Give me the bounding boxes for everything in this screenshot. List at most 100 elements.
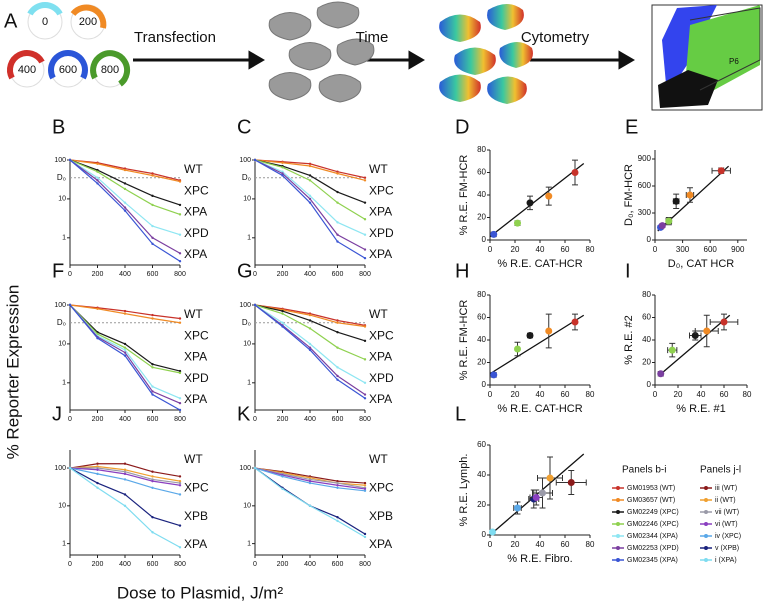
curve-label: XPC <box>369 328 394 342</box>
curve-label: XPA <box>369 537 392 551</box>
point <box>336 240 339 243</box>
dose-label: 800 <box>101 64 119 76</box>
point <box>151 385 154 388</box>
x-tick-label: 600 <box>147 271 159 278</box>
point <box>281 475 284 478</box>
point <box>123 351 127 354</box>
x-axis-label: D₀, CAT HCR <box>668 258 735 270</box>
point <box>336 321 339 324</box>
y-tick-label: 600 <box>638 181 652 190</box>
curve-label: WT <box>369 162 388 176</box>
curve-label: XPD <box>369 371 394 385</box>
y-tick-label: 1 <box>62 540 66 547</box>
point <box>178 371 182 375</box>
point <box>571 169 579 176</box>
x-tick-label: 900 <box>731 245 745 254</box>
point <box>668 346 676 354</box>
point <box>178 493 182 496</box>
point <box>308 164 312 168</box>
point <box>336 330 339 334</box>
y-tick-label: 100 <box>239 465 251 472</box>
point <box>123 504 127 508</box>
point <box>253 466 257 470</box>
point <box>253 158 257 162</box>
x-axis-label: % R.E. CAT-HCR <box>497 258 582 270</box>
y-tick-label: 1 <box>62 380 66 387</box>
point <box>363 381 367 385</box>
point <box>363 535 367 539</box>
point <box>151 363 154 366</box>
y-tick-label: 20 <box>477 500 486 509</box>
panel-letter: G <box>237 260 253 282</box>
point <box>96 462 99 465</box>
point <box>308 479 312 483</box>
point <box>178 397 182 400</box>
point <box>308 162 312 165</box>
point <box>178 475 182 478</box>
point <box>151 317 154 320</box>
point <box>178 180 182 183</box>
y-tick-label: 1 <box>247 540 251 547</box>
axes <box>654 150 747 241</box>
y-tick-label: 1 <box>247 380 251 387</box>
x-tick-label: 0 <box>488 245 493 254</box>
point <box>363 218 367 221</box>
dose-label: 0 <box>42 16 48 28</box>
d0-label: D₀ <box>57 173 66 182</box>
point <box>178 401 182 405</box>
point <box>96 466 99 470</box>
point <box>123 187 127 191</box>
y-tick-label: 100 <box>54 302 66 309</box>
y-axis-label: % R.E. FM-HCR <box>458 300 470 381</box>
x-tick-label: 600 <box>332 271 344 278</box>
fit-line <box>658 314 731 377</box>
curve-label: XPC <box>369 183 394 197</box>
curve-label: XPC <box>369 481 394 495</box>
y-tick-label: 1 <box>62 235 66 242</box>
point <box>281 172 284 175</box>
point <box>281 170 284 173</box>
legend-marker <box>704 486 708 490</box>
y-tick-label: 40 <box>477 335 486 344</box>
y-tick-label: 0 <box>482 235 487 244</box>
x-tick-label: 0 <box>253 416 257 423</box>
x-tick-label: 0 <box>68 416 72 423</box>
point <box>336 172 339 175</box>
x-tick-label: 800 <box>174 271 186 278</box>
point <box>96 486 99 489</box>
legend-marker <box>616 522 620 526</box>
curve-label: WT <box>184 307 203 321</box>
y-tick-label: 20 <box>477 213 486 222</box>
legend-marker <box>616 534 620 538</box>
y-tick-label: 10 <box>58 503 66 510</box>
point <box>123 342 127 346</box>
point <box>336 378 339 381</box>
point <box>123 493 127 496</box>
legend-marker <box>616 558 620 562</box>
cells <box>268 1 375 103</box>
curve-label: XPA <box>184 247 207 261</box>
curve-label: XPC <box>184 183 209 197</box>
point <box>178 317 182 320</box>
curve-label: XPB <box>369 509 393 523</box>
point <box>96 337 99 340</box>
y-tick-label: 10 <box>243 503 251 510</box>
point <box>691 332 699 339</box>
point <box>96 481 99 485</box>
point <box>514 219 521 227</box>
x-tick-label: 80 <box>743 390 752 399</box>
axes <box>489 295 590 386</box>
x-tick-label: 80 <box>586 540 595 549</box>
point <box>363 325 367 328</box>
point <box>308 197 312 201</box>
point <box>151 470 154 473</box>
point <box>96 307 99 310</box>
legend-entry: ii (WT) <box>715 497 736 504</box>
x-tick-label: 20 <box>674 390 683 399</box>
step-label: Transfection <box>134 29 216 46</box>
curve-label: XPA <box>369 205 392 219</box>
point <box>151 393 154 396</box>
x-tick-label: 60 <box>720 390 729 399</box>
x-axis-label: % R.E. #1 <box>676 403 726 415</box>
point <box>123 201 127 204</box>
